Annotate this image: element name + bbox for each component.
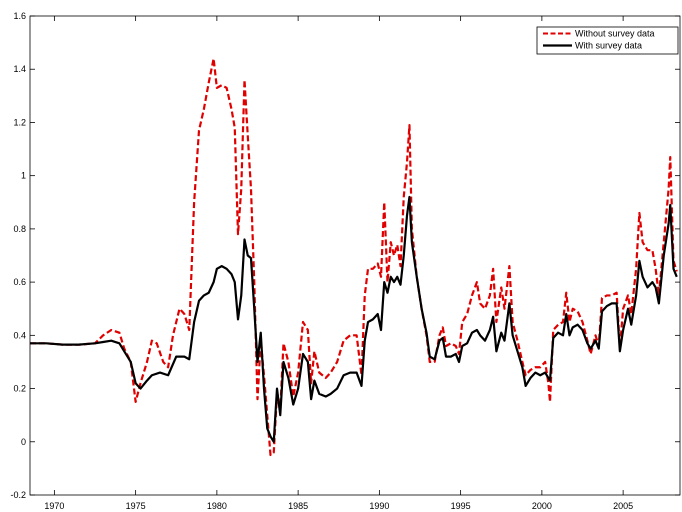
x-tick-label: 1970 <box>44 501 64 511</box>
y-tick-label: 1.4 <box>13 64 26 74</box>
plot-area <box>29 15 681 496</box>
y-tick-label: 0 <box>21 437 26 447</box>
y-tick-label: 1 <box>21 171 26 181</box>
series-line-without-survey <box>30 57 678 457</box>
x-tick-label: 1980 <box>207 501 227 511</box>
y-tick-label: -0.2 <box>10 490 26 500</box>
y-tick-label: 0.6 <box>13 277 26 287</box>
y-tick-label: 0.8 <box>13 224 26 234</box>
y-tick-label: 0.4 <box>13 330 26 340</box>
y-tick-label: 1.2 <box>13 117 26 127</box>
legend-label-without-survey: Without survey data <box>575 29 655 39</box>
x-tick-label: 2005 <box>613 501 633 511</box>
x-tick-label: 1990 <box>369 501 389 511</box>
legend-label-with-survey: With survey data <box>575 41 642 51</box>
y-tick-label: 1.6 <box>13 11 26 21</box>
x-tick-label: 1975 <box>126 501 146 511</box>
axes-box <box>29 15 681 496</box>
x-tick-label: 1985 <box>288 501 308 511</box>
x-axis: 1970 1975 1980 1985 1990 1995 2000 2005 <box>44 16 633 511</box>
series-layer <box>30 57 678 457</box>
x-tick-label: 1995 <box>451 501 471 511</box>
series-line-with-survey <box>30 195 678 443</box>
legend: Without survey data With survey data <box>536 26 679 55</box>
legend-box <box>536 26 679 55</box>
y-tick-label: 0.2 <box>13 384 26 394</box>
x-tick-label: 2000 <box>532 501 552 511</box>
y-axis: -0.2 0 0.2 0.4 0.6 0.8 1 1.2 1.4 1.6 <box>10 11 680 500</box>
